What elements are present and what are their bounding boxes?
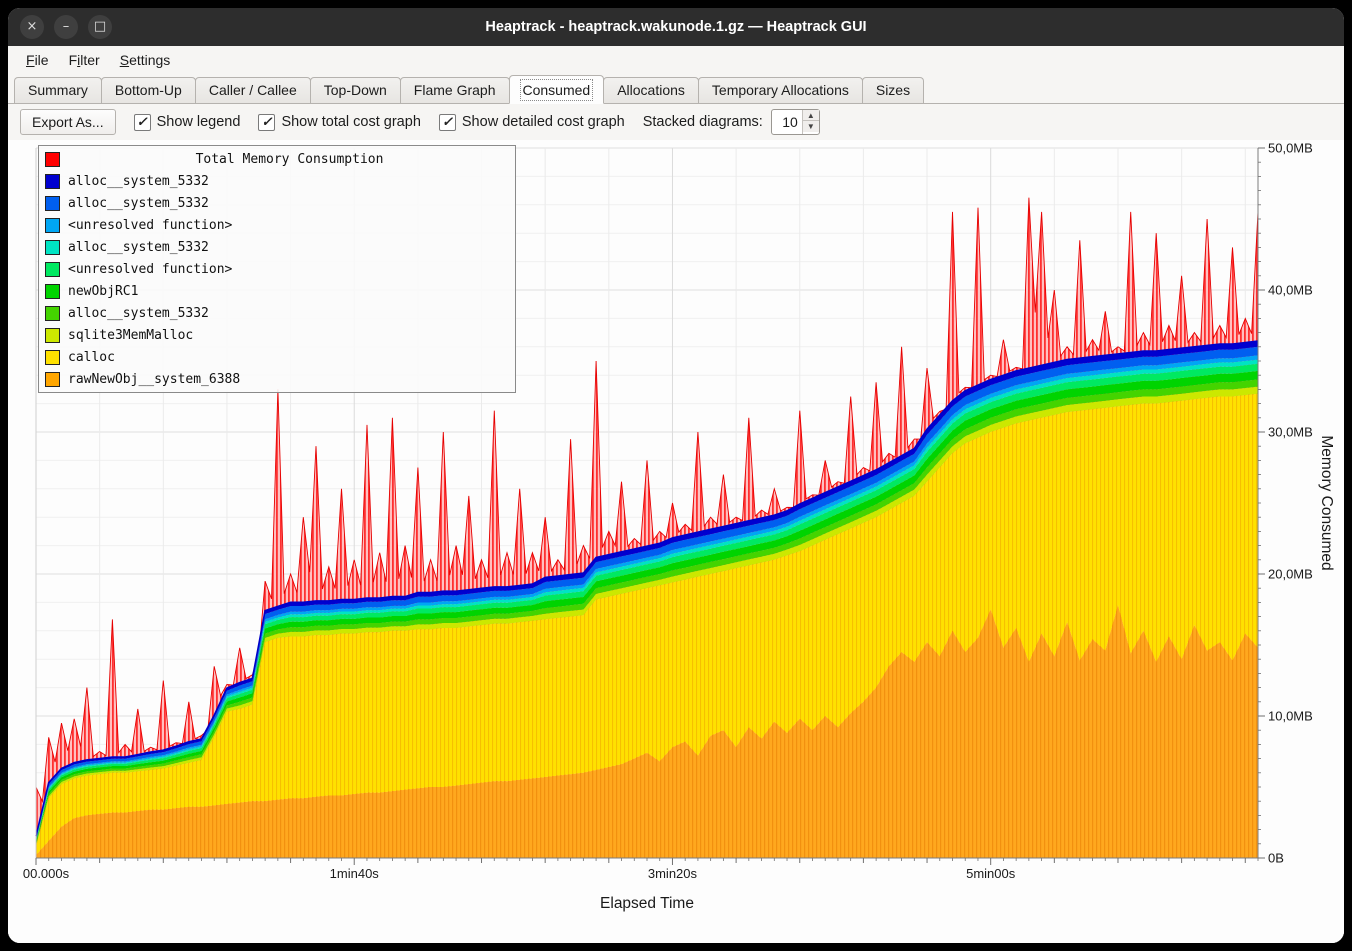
legend-item: calloc — [43, 346, 511, 368]
checkbox-checked-icon: ✓ — [438, 113, 456, 131]
menu-file[interactable]: File — [26, 52, 49, 68]
legend-label: calloc — [68, 349, 115, 365]
svg-text:5min00s: 5min00s — [966, 866, 1016, 881]
legend-swatch — [45, 173, 60, 189]
chart-legend: Total Memory Consumption alloc__system_53… — [38, 145, 516, 393]
show-total-cost-graph-checkbox[interactable]: ✓ Show total cost graph — [258, 113, 421, 131]
tab-top-down[interactable]: Top-Down — [309, 77, 401, 103]
svg-text:Elapsed Time: Elapsed Time — [600, 895, 694, 912]
svg-text:0B: 0B — [1268, 851, 1284, 866]
close-icon: × — [26, 19, 38, 34]
legend-swatch — [45, 151, 60, 167]
legend-item: alloc__system_5332 — [43, 170, 511, 192]
legend-item: newObjRC1 — [43, 280, 511, 302]
legend-label: alloc__system_5332 — [68, 173, 209, 189]
tab-allocations[interactable]: Allocations — [603, 77, 699, 103]
legend-label: alloc__system_5332 — [68, 305, 209, 321]
spin-up-button[interactable]: ▲ — [802, 110, 819, 121]
export-as-button[interactable]: Export As... — [20, 109, 116, 135]
legend-label: rawNewObj__system_6388 — [68, 371, 241, 387]
close-button[interactable]: × — [20, 15, 44, 39]
legend-item: sqlite3MemMalloc — [43, 324, 511, 346]
tab-bar: Summary Bottom-Up Caller / Callee Top-Do… — [8, 74, 1344, 104]
chart-area[interactable]: 00.000s 1min40s 3min20s 5min00s 0B 10,0MB 20,0… — [8, 140, 1344, 943]
titlebar: × – □ Heaptrack - heaptrack.wakunode.1.g… — [8, 8, 1344, 46]
legend-item: <unresolved function> — [43, 214, 511, 236]
legend-item: <unresolved function> — [43, 258, 511, 280]
tab-temporary-allocations[interactable]: Temporary Allocations — [697, 77, 863, 103]
legend-title-row: Total Memory Consumption — [43, 148, 511, 170]
tab-sizes[interactable]: Sizes — [861, 77, 925, 103]
memory-consumption-chart[interactable]: 00.000s 1min40s 3min20s 5min00s 0B 10,0MB 20,0… — [8, 140, 1344, 943]
spin-down-button[interactable]: ▼ — [802, 121, 819, 132]
legend-swatch — [45, 371, 60, 387]
legend-swatch — [45, 349, 60, 365]
svg-text:20,0MB: 20,0MB — [1268, 567, 1313, 582]
minimize-icon: – — [62, 19, 70, 34]
svg-text:10,0MB: 10,0MB — [1268, 709, 1313, 724]
maximize-button[interactable]: □ — [88, 15, 112, 39]
checkbox-checked-icon: ✓ — [133, 113, 151, 131]
svg-text:1min40s: 1min40s — [330, 866, 380, 881]
tab-consumed[interactable]: Consumed — [508, 75, 605, 104]
svg-text:50,0MB: 50,0MB — [1268, 141, 1313, 156]
show-legend-checkbox[interactable]: ✓ Show legend — [133, 113, 240, 131]
toolbar: Export As... ✓ Show legend ✓ Show total … — [8, 104, 1344, 140]
legend-item: alloc__system_5332 — [43, 302, 511, 324]
stacked-diagrams-label: Stacked diagrams: — [642, 114, 763, 130]
legend-label: newObjRC1 — [68, 283, 139, 299]
spinbox-value: 10 — [782, 114, 798, 130]
svg-text:00.000s: 00.000s — [23, 866, 70, 881]
window-title: Heaptrack - heaptrack.wakunode.1.gz — He… — [485, 19, 867, 35]
legend-swatch — [45, 305, 60, 321]
window: × – □ Heaptrack - heaptrack.wakunode.1.g… — [8, 8, 1344, 943]
minimize-button[interactable]: – — [54, 15, 78, 39]
legend-label: sqlite3MemMalloc — [68, 327, 194, 343]
svg-text:Memory Consumed: Memory Consumed — [1318, 435, 1335, 570]
menu-settings[interactable]: Settings — [119, 52, 171, 68]
legend-label: Total Memory Consumption — [195, 151, 384, 167]
legend-swatch — [45, 195, 60, 211]
legend-swatch — [45, 283, 60, 299]
legend-item: alloc__system_5332 — [43, 192, 511, 214]
legend-swatch — [45, 327, 60, 343]
tab-bottom-up[interactable]: Bottom-Up — [100, 77, 196, 103]
window-controls: × – □ — [20, 8, 112, 46]
svg-text:40,0MB: 40,0MB — [1268, 283, 1313, 298]
legend-label: <unresolved function> — [68, 217, 233, 233]
tab-caller-callee[interactable]: Caller / Callee — [194, 77, 311, 103]
svg-text:30,0MB: 30,0MB — [1268, 425, 1313, 440]
stacked-diagrams-group: Stacked diagrams: 10 ▲ ▼ — [643, 109, 820, 135]
legend-label: alloc__system_5332 — [68, 239, 209, 255]
menu-filter[interactable]: Filter — [68, 52, 100, 68]
svg-text:3min20s: 3min20s — [648, 866, 698, 881]
tab-summary[interactable]: Summary — [14, 77, 102, 103]
legend-swatch — [45, 239, 60, 255]
legend-item: alloc__system_5332 — [43, 236, 511, 258]
menubar: File Filter Settings — [8, 46, 1344, 74]
stacked-diagrams-spinbox[interactable]: 10 ▲ ▼ — [770, 109, 820, 135]
legend-swatch — [45, 217, 60, 233]
maximize-icon: □ — [93, 19, 107, 34]
show-detailed-cost-graph-checkbox[interactable]: ✓ Show detailed cost graph — [438, 113, 625, 131]
checkbox-checked-icon: ✓ — [258, 113, 276, 131]
legend-label: alloc__system_5332 — [68, 195, 209, 211]
legend-label: <unresolved function> — [68, 261, 233, 277]
legend-swatch — [45, 261, 60, 277]
legend-item: rawNewObj__system_6388 — [43, 368, 511, 390]
tab-flame-graph[interactable]: Flame Graph — [399, 77, 510, 103]
